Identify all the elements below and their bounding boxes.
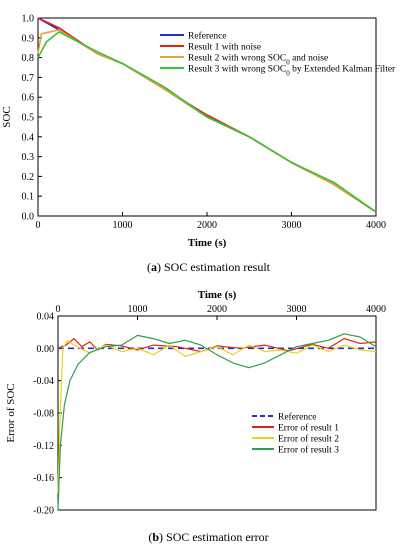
caption-a-letter: a <box>151 260 157 274</box>
y-tick-label: 0.9 <box>22 33 35 44</box>
y-tick-label: -0.16 <box>33 473 54 484</box>
y-tick-label: 0.00 <box>37 344 55 355</box>
legend-label: Result 3 with wrong SOC0 by Extended Kal… <box>188 65 396 78</box>
x-tick-label: 3000 <box>282 220 302 231</box>
x-tick-label: 4000 <box>366 220 386 231</box>
series-line-4 <box>37 31 377 213</box>
x-tick-label: 0 <box>56 304 61 315</box>
caption-b-letter: b <box>152 530 160 544</box>
x-axis-label-a: Time (s) <box>188 237 227 249</box>
x-tick-label: 2000 <box>207 304 227 315</box>
x-tick-label: 2000 <box>197 220 217 231</box>
legend-label: Reference <box>188 31 227 42</box>
y-tick-label: 0.8 <box>22 53 35 64</box>
y-tick-label: 0.5 <box>22 113 35 124</box>
x-tick-label: 1000 <box>113 220 133 231</box>
y-tick-label: -0.20 <box>33 506 54 517</box>
y-axis-label-a: SOC <box>1 106 13 127</box>
legend-label: Error of result 1 <box>278 423 339 434</box>
y-tick-label: -0.08 <box>33 409 54 420</box>
caption-a: (a) SOC estimation result <box>147 260 270 274</box>
y-tick-label: 0.0 <box>22 212 35 223</box>
x-tick-label: 4000 <box>366 304 386 315</box>
x-tick-label: 3000 <box>287 304 307 315</box>
chart-soc-estimation-error: 0.04 0.00 -0.04 -0.08 -0.12 -0.16 -0.20 0 1000 2… <box>5 289 386 517</box>
y-tick-label: 0.6 <box>22 93 35 104</box>
y-tick-label: 0.4 <box>22 132 35 143</box>
caption-a-text: SOC estimation result <box>164 260 270 274</box>
y-axis-label-b: Error of SOC <box>5 383 17 442</box>
caption-b: (b) SOC estimation error <box>148 530 269 544</box>
series-line-2 <box>57 338 377 353</box>
series-line-4 <box>57 333 377 511</box>
chart-soc-estimation-result: 0.0 0.1 0.2 0.3 0.4 0.5 0.6 0.7 0.8 0.9 1.0 0 1000 2… <box>1 14 396 250</box>
y-tick-label: 1.0 <box>22 14 35 25</box>
legend-label: Reference <box>278 412 317 423</box>
legend-label: Result 2 with wrong SOC0 and noise <box>188 54 328 67</box>
y-tick-label: 0.7 <box>22 73 35 84</box>
y-tick-label: 0.1 <box>22 192 35 203</box>
y-tick-label: 0.04 <box>37 312 55 323</box>
y-tick-label: 0.3 <box>22 152 35 163</box>
legend-label: Error of result 2 <box>278 434 339 445</box>
y-tick-label: -0.04 <box>33 376 54 387</box>
legend-label: Result 1 with noise <box>188 43 261 53</box>
x-tick-label: 1000 <box>128 304 148 315</box>
x-axis-label-b: Time (s) <box>198 289 237 301</box>
legend-label: Error of result 3 <box>278 445 339 456</box>
caption-b-text: SOC estimation error <box>166 530 269 544</box>
y-tick-label: 0.2 <box>22 172 35 183</box>
y-tick-label: -0.12 <box>33 441 54 452</box>
series-line-3 <box>57 339 377 494</box>
x-tick-label: 0 <box>36 220 41 231</box>
